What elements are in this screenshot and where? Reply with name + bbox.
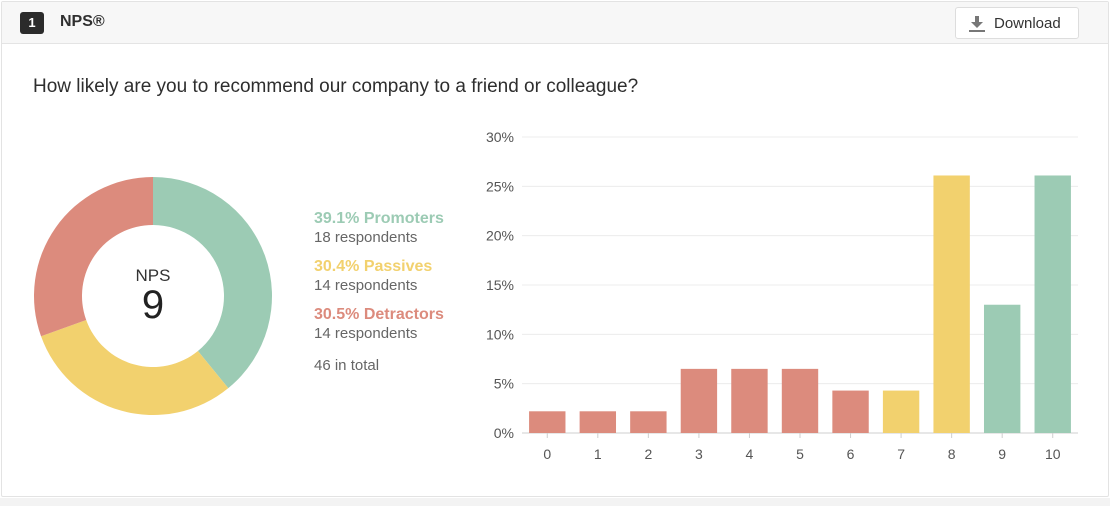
y-tick-label: 0% [494,425,514,441]
total-respondents: 46 in total [314,357,380,374]
score-distribution-bar-chart: 0% 5% 10% 15% 20% 25% 30% 0 1 2 3 4 5 6 7 8 9 10 [486,129,1078,462]
download-icon [969,16,985,32]
nps-legend: 39.1% Promoters 18 respondents 30.4% Pas… [314,209,444,374]
donut-slice-passives [41,320,229,416]
donut-slice-promoters [153,177,272,389]
y-tick-label: 5% [494,376,514,392]
promoters-percent: 39.1% Promoters [314,210,444,227]
x-tick-label: 2 [644,446,652,462]
x-tick-label: 10 [1045,446,1061,462]
question-title: NPS® [60,13,105,30]
donut-slice-detractors [33,177,153,337]
x-tick-label: 1 [594,446,602,462]
bar-score-8 [933,175,970,434]
card-header: 1 NPS® Download [2,2,1108,44]
y-tick-label: 10% [486,326,514,342]
question-text: How likely are you to recommend our comp… [33,76,639,97]
x-tick-label: 6 [847,446,855,462]
bar-score-4 [731,368,768,433]
y-tick-label: 15% [486,277,514,293]
bar-score-1 [579,411,617,433]
bar-score-5 [781,368,819,433]
bar-score-0 [529,411,566,433]
legend-promoters: 39.1% Promoters 18 respondents [314,209,444,247]
question-number-badge: 1 [20,12,44,34]
promoters-respondents: 18 respondents [314,229,418,246]
nps-donut-chart [33,177,272,416]
passives-percent: 30.4% Passives [314,258,433,275]
bar-score-7 [882,390,920,433]
bar-score-9 [983,304,1021,433]
x-tick-label: 4 [746,446,754,462]
nps-label: NPS [135,266,171,285]
x-tick-label: 5 [796,446,804,462]
bar-score-10 [1034,175,1071,434]
y-tick-label: 25% [486,178,514,194]
detractors-respondents: 14 respondents [314,325,418,342]
download-button-label: Download [994,15,1061,32]
x-tick-label: 0 [543,446,551,462]
bar-score-6 [832,390,869,433]
legend-passives: 30.4% Passives 14 respondents [314,257,444,295]
download-button[interactable]: Download [955,7,1079,39]
legend-detractors: 30.5% Detractors 14 respondents [314,305,444,343]
detractors-percent: 30.5% Detractors [314,306,444,323]
y-tick-label: 30% [486,129,514,145]
x-tick-label: 7 [897,446,905,462]
y-tick-label: 20% [486,228,514,244]
nps-score: NPS 9 [83,266,223,327]
x-tick-label: 9 [998,446,1006,462]
x-tick-label: 3 [695,446,703,462]
nps-value: 9 [141,283,165,327]
bottom-divider [0,498,1110,506]
x-tick-label: 8 [948,446,956,462]
passives-respondents: 14 respondents [314,277,418,294]
bar-score-3 [680,368,718,433]
bar-score-2 [630,411,667,433]
